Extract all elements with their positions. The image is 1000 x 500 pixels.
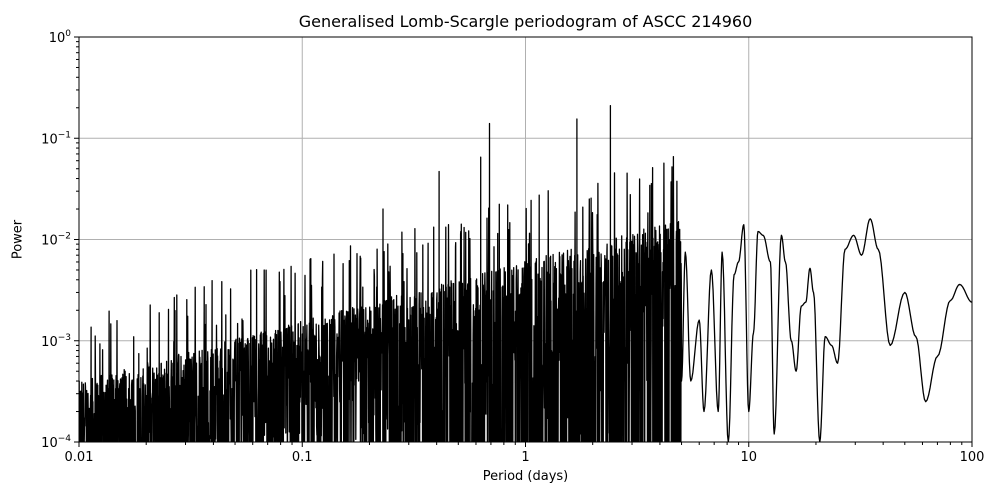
y-tick-label: 10−3 [41,333,71,350]
y-tick-label: 10−1 [41,130,71,147]
y-tick-label: 10−4 [41,434,71,451]
periodogram-line [79,104,972,442]
x-tick-label: 100 [960,450,985,465]
x-tick-label: 0.1 [292,450,313,465]
y-tick-label: 10−2 [41,232,71,249]
axis-ticks: 0.01 0.1 1 10 100 10−4 10−3 10−2 10−1 100 [41,29,984,465]
y-tick-label: 100 [49,29,72,46]
x-tick-label: 1 [521,450,529,465]
x-tick-label: 0.01 [65,450,94,465]
chart-title: Generalised Lomb-Scargle periodogram of … [298,12,753,31]
x-tick-label: 10 [740,450,757,465]
x-axis-label: Period (days) [482,469,569,484]
